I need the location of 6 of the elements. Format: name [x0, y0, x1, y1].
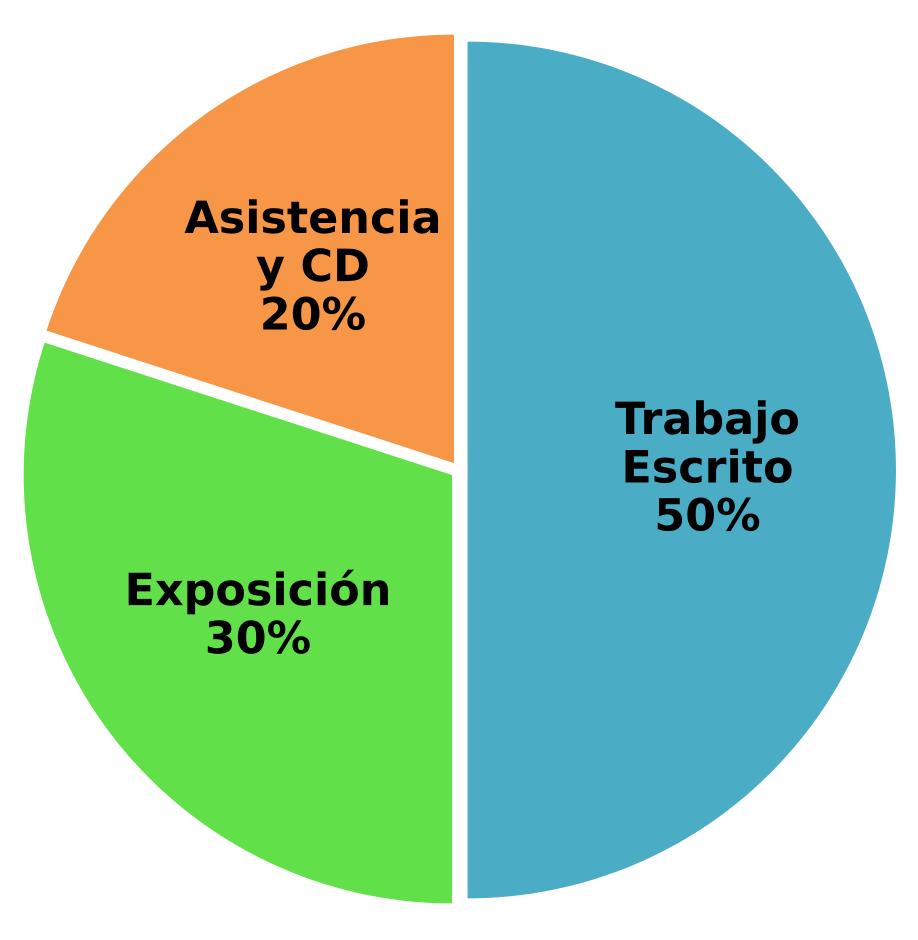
data-label: 50%	[658, 498, 760, 532]
slice-label: Asistencia y CD	[184, 199, 438, 291]
data-label: 20%	[263, 296, 365, 330]
data-label: 30%	[208, 620, 310, 654]
slice-label: Exposición	[128, 570, 388, 614]
slice-label: Trabajo Escrito	[615, 400, 798, 484]
